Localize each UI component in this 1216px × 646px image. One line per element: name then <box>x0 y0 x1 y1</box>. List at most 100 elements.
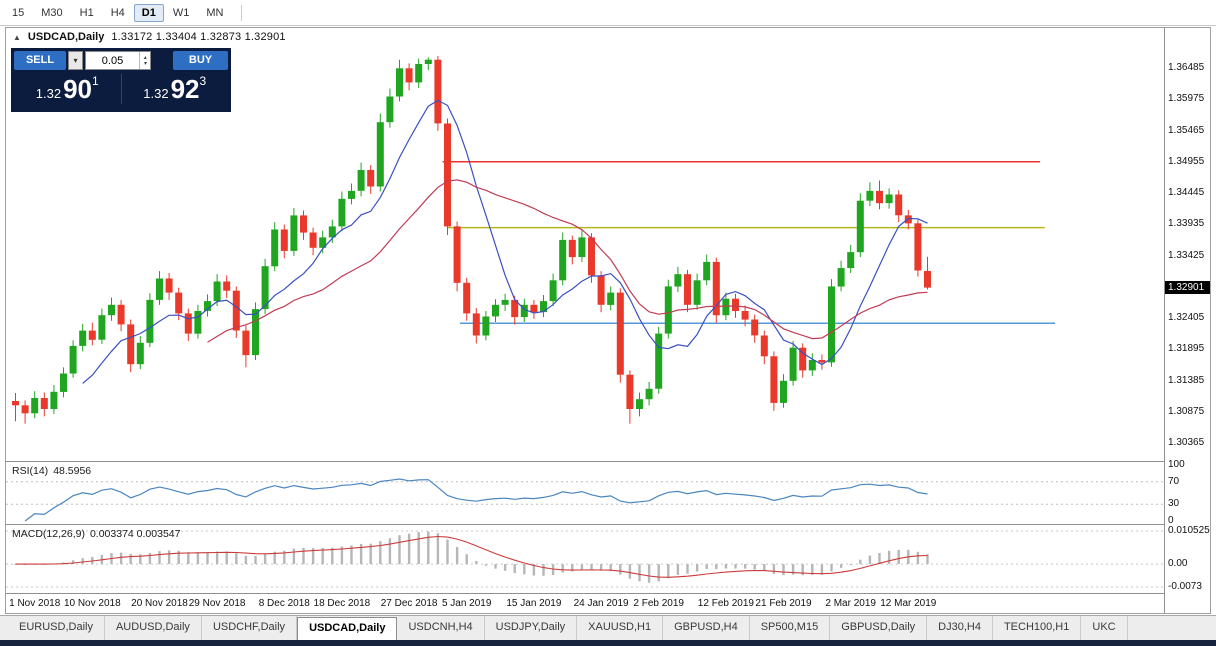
symbol-tab[interactable]: USDCAD,Daily <box>297 617 398 640</box>
candle-body <box>684 274 691 305</box>
symbol-tab[interactable]: EURUSD,Daily <box>8 616 105 640</box>
trade-prices-row: 1.32901 1.32923 <box>14 70 228 108</box>
candle-body <box>40 398 48 409</box>
candle-body <box>175 292 183 314</box>
buy-button[interactable]: BUY <box>173 51 228 70</box>
macd-histogram-bar <box>820 564 824 575</box>
candle-body <box>607 292 615 305</box>
date-axis-label: 1 Nov 2018 <box>9 598 61 609</box>
spinner-up-icon[interactable]: ▴ <box>143 54 147 61</box>
panel-separator[interactable] <box>6 524 1210 525</box>
symbol-tab[interactable]: SP500,M15 <box>750 616 831 640</box>
candle-body <box>501 299 509 305</box>
collapse-triangle-icon[interactable]: ▲ <box>13 32 21 42</box>
spinner-down-icon[interactable]: ▾ <box>143 60 147 67</box>
candle-body <box>741 311 749 320</box>
price-axis-label: 1.32405 <box>1168 312 1205 323</box>
symbol-tab[interactable]: AUDUSD,Daily <box>105 616 202 640</box>
symbol-tab[interactable]: GBPUSD,H4 <box>663 616 750 640</box>
rsi-canvas[interactable] <box>6 462 1164 523</box>
macd-histogram-bar <box>647 564 651 583</box>
timeframe-button-w1[interactable]: W1 <box>172 6 190 19</box>
volume-spinner[interactable]: ▴ ▾ <box>139 52 150 69</box>
date-axis-label: 20 Nov 2018 <box>131 598 188 609</box>
macd-label: MACD(12,26,9) 0.003374 0.003547 <box>12 528 180 540</box>
macd-axis-label: 0.010525 <box>1168 525 1210 536</box>
symbol-tab[interactable]: DJ30,H4 <box>927 616 993 640</box>
candle-body <box>290 215 298 251</box>
macd-histogram-bar <box>782 564 785 576</box>
macd-histogram-bar <box>916 551 920 565</box>
macd-signal-line <box>15 535 928 578</box>
bid-price-pips: 90 <box>63 73 93 104</box>
candle-body <box>271 229 279 267</box>
macd-histogram-bar <box>379 541 382 565</box>
volume-value: 0.05 <box>101 54 124 67</box>
macd-histogram-bar <box>254 555 257 565</box>
date-axis[interactable]: 1 Nov 2018 10 Nov 2018 20 Nov 2018 29 Nov 2… <box>6 594 1164 613</box>
candle-body <box>136 342 144 365</box>
timeframe-button-15[interactable]: 15 <box>12 6 25 19</box>
ask-price[interactable]: 1.32923 <box>122 74 229 105</box>
rsi-name: RSI(14) <box>12 465 49 477</box>
candle-body <box>223 281 231 291</box>
timeframe-button-h1[interactable]: H1 <box>79 6 94 19</box>
symbol-tab[interactable]: UKC <box>1081 616 1128 640</box>
macd-histogram-bar <box>638 564 641 582</box>
macd-histogram-bar <box>868 555 872 565</box>
symbol-tab[interactable]: USDJPY,Daily <box>485 616 578 640</box>
timeframe-button-d1[interactable]: D1 <box>133 3 164 22</box>
macd-histogram-bar <box>859 559 862 565</box>
volume-input[interactable]: 0.05 ▴ ▾ <box>85 51 151 70</box>
candle-body <box>626 374 634 409</box>
candle-body <box>280 229 288 251</box>
candle-body <box>616 292 624 375</box>
date-axis-label: 2 Feb 2019 <box>633 598 684 609</box>
timeframe-button-h4[interactable]: H4 <box>110 6 125 19</box>
rsi-value: 48.5956 <box>53 465 92 477</box>
sell-button[interactable]: SELL <box>14 51 66 70</box>
price-axis-label: 1.33935 <box>1168 218 1205 230</box>
candle-body <box>444 123 451 227</box>
symbol-tab[interactable]: USDCHF,Daily <box>202 616 298 640</box>
macd-histogram-bar <box>609 564 612 572</box>
candle-body <box>904 215 912 224</box>
macd-histogram-bar <box>772 564 776 574</box>
macd-histogram-bar <box>561 564 564 573</box>
panel-separator[interactable] <box>6 461 1210 462</box>
macd-histogram-bar <box>926 554 929 565</box>
price-axis[interactable]: 1.32901 1.36485 1.35975 1.35465 1.34955 1.34… <box>1164 28 1210 613</box>
candle-body <box>751 319 759 336</box>
macd-axis-label: 0.00 <box>1168 558 1188 570</box>
timeframe-button-mn[interactable]: MN <box>206 6 224 19</box>
macd-histogram-bar <box>791 564 795 575</box>
bid-price[interactable]: 1.32901 <box>14 74 121 105</box>
symbol-tab[interactable]: XAUUSD,H1 <box>577 616 664 640</box>
volume-dropdown-button[interactable]: ▾ <box>68 51 83 70</box>
candle-body <box>866 190 874 201</box>
symbol-tab[interactable]: GBPUSD,Daily <box>830 616 928 640</box>
macd-histogram-bar <box>878 553 881 565</box>
macd-histogram-bar <box>235 553 238 564</box>
candle-body <box>463 282 471 314</box>
price-axis-label: 1.30365 <box>1168 437 1205 448</box>
macd-canvas[interactable] <box>6 525 1164 592</box>
timeframe-toolbar-strip: 15 M30 H1 H4 D1 W1 MN <box>0 0 1216 26</box>
macd-histogram-bar <box>446 539 449 565</box>
panel-separator <box>6 593 1210 594</box>
candle-body <box>31 398 39 414</box>
main-chart-canvas[interactable] <box>6 28 1164 461</box>
date-axis-label: 27 Dec 2018 <box>380 598 438 609</box>
macd-histogram-bar <box>715 564 718 570</box>
candle-body <box>309 232 317 248</box>
timeframe-button-m30[interactable]: M30 <box>41 6 63 19</box>
macd-histogram-bar <box>436 533 440 564</box>
macd-histogram-bar <box>311 548 315 565</box>
candle-body <box>50 391 58 409</box>
candle-body <box>511 299 519 318</box>
macd-histogram-bar <box>129 554 132 565</box>
symbol-tab[interactable]: TECH100,H1 <box>993 616 1082 640</box>
symbol-tab[interactable]: USDCNH,H4 <box>397 616 485 640</box>
macd-histogram-bar <box>724 564 728 569</box>
macd-histogram-bar <box>427 531 430 564</box>
